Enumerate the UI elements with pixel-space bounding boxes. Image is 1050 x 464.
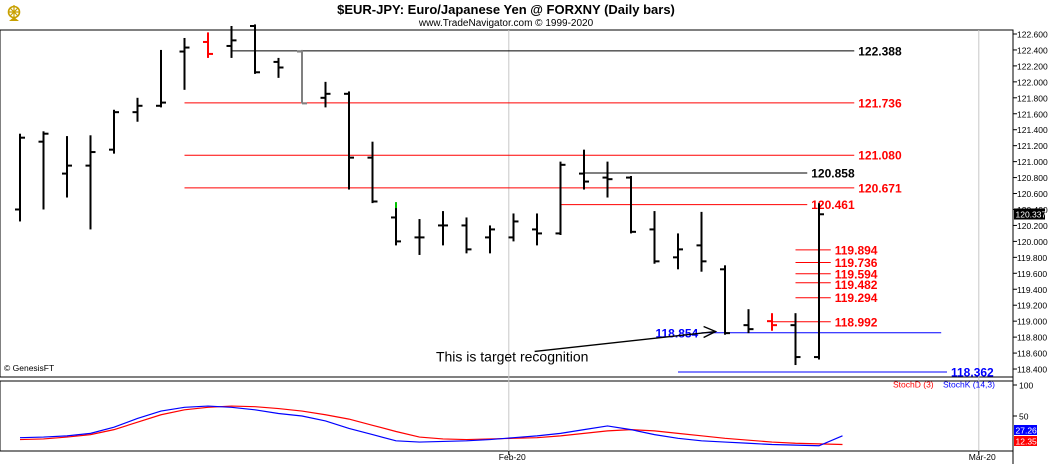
y-tick-label: 122.200	[1017, 61, 1048, 71]
y-tick-label: 119.400	[1017, 285, 1047, 295]
indicator-panel	[0, 380, 1014, 452]
last-price-label: 120.337	[1016, 210, 1047, 220]
level-label: 119.736	[835, 256, 878, 270]
y-tick-label: 118.400	[1017, 365, 1047, 375]
annotation-arrow	[534, 330, 716, 353]
y-tick-label: 120.600	[1017, 189, 1048, 199]
indicator-line	[19, 405, 843, 446]
y-tick-label: 119.800	[1017, 253, 1047, 263]
indicator-y-label: 100	[1019, 381, 1033, 391]
level-label: 121.080	[858, 149, 902, 163]
legend-stochk: StochK (14,3)	[943, 380, 995, 390]
level-label: 118.992	[835, 315, 878, 329]
y-tick-label: 120.000	[1017, 237, 1048, 247]
y-tick-label: 121.200	[1017, 141, 1048, 151]
level-label: 118.362	[951, 366, 994, 380]
last-price-box	[1014, 208, 1045, 220]
legend-stochd: StochD (3)	[893, 380, 934, 390]
y-tick-label: 119.000	[1017, 317, 1047, 327]
y-tick-label: 120.200	[1017, 221, 1048, 231]
y-tick-label: 122.000	[1017, 77, 1048, 87]
y-tick-label: 121.800	[1017, 93, 1048, 103]
stochk-value: 27.26	[1016, 426, 1038, 436]
x-tick-label: Mar-20	[969, 452, 996, 462]
level-label: 119.482	[835, 278, 878, 292]
level-label: 120.461	[811, 198, 855, 212]
stochk-value-box	[1014, 425, 1037, 435]
level-label: 119.294	[835, 291, 878, 305]
y-tick-label: 121.000	[1017, 157, 1048, 167]
level-label: 120.671	[858, 181, 902, 195]
price-panel	[0, 29, 1014, 378]
chart-title: $EUR-JPY: Euro/Japanese Yen @ FORXNY (Da…	[337, 2, 675, 17]
y-tick-label: 118.600	[1017, 349, 1047, 359]
chart-subtitle: www.TradeNavigator.com © 1999-2020	[418, 18, 594, 29]
stochd-value-box	[1014, 436, 1037, 446]
annotation-arrowhead	[703, 325, 718, 339]
y-tick-label: 122.400	[1017, 45, 1048, 55]
level-label: 122.388	[858, 44, 902, 58]
y-tick-label: 119.600	[1017, 269, 1047, 279]
watermark: © GenesisFT	[4, 363, 54, 373]
y-tick-label: 121.400	[1017, 125, 1048, 135]
y-tick-label: 120.800	[1017, 173, 1048, 183]
indicator-y-label: 50	[1019, 412, 1029, 422]
y-tick-label: 121.600	[1017, 109, 1048, 119]
level-label: 121.736	[858, 96, 902, 110]
annotation-text: This is target recognition	[436, 348, 589, 364]
y-tick-label: 118.800	[1017, 333, 1047, 343]
x-tick-label: Feb-20	[499, 452, 526, 462]
indicator-line	[19, 405, 843, 447]
trade-navigator-logo-icon	[7, 5, 21, 21]
level-label: 119.594	[835, 267, 878, 281]
level-label: 120.858	[811, 166, 855, 180]
y-tick-label: 119.200	[1017, 301, 1047, 311]
stochd-value: 12.35	[1016, 437, 1038, 447]
level-label: 119.894	[835, 243, 878, 257]
level-label: 118.854	[656, 326, 699, 340]
y-tick-label: 122.600	[1017, 29, 1048, 39]
